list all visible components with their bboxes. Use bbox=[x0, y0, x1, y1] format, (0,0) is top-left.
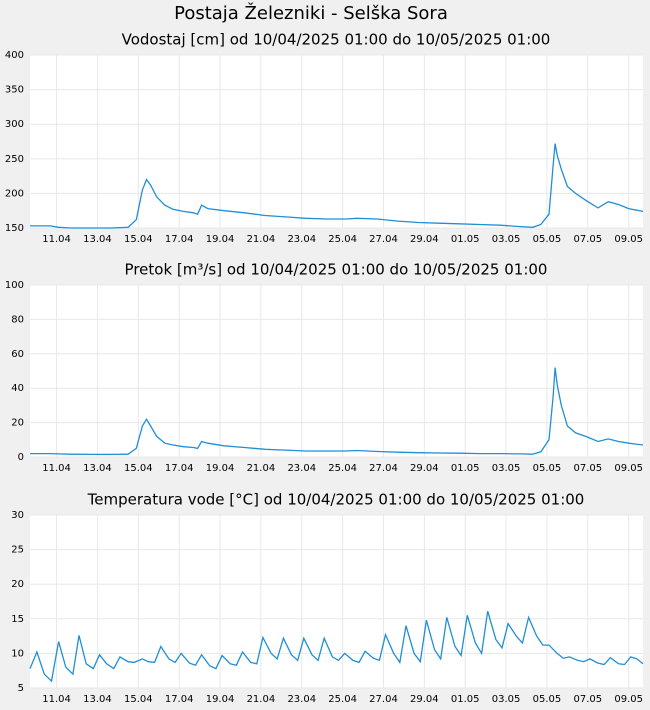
x-tick-label: 09.05 bbox=[614, 463, 643, 474]
x-tick-label: 09.05 bbox=[614, 234, 643, 245]
y-tick-label: 15 bbox=[11, 614, 24, 625]
y-tick-label: 100 bbox=[5, 280, 24, 291]
x-tick-label: 07.05 bbox=[574, 234, 603, 245]
plot-area bbox=[30, 55, 643, 228]
plot-area bbox=[30, 515, 643, 688]
x-tick-label: 09.05 bbox=[614, 694, 643, 705]
y-tick-label: 60 bbox=[11, 349, 24, 360]
y-tick-label: 0 bbox=[18, 452, 24, 463]
x-tick-label: 15.04 bbox=[124, 463, 153, 474]
y-tick-label: 20 bbox=[11, 579, 24, 590]
x-tick-label: 19.04 bbox=[206, 463, 235, 474]
x-tick-label: 01.05 bbox=[451, 694, 480, 705]
y-tick-label: 40 bbox=[11, 383, 24, 394]
x-tick-label: 07.05 bbox=[574, 463, 603, 474]
y-tick-label: 20 bbox=[11, 418, 24, 429]
y-tick-label: 150 bbox=[5, 223, 24, 234]
x-tick-label: 23.04 bbox=[287, 234, 316, 245]
y-tick-label: 30 bbox=[11, 510, 24, 521]
y-tick-label: 5 bbox=[18, 683, 24, 694]
y-tick-label: 80 bbox=[11, 314, 24, 325]
x-tick-label: 29.04 bbox=[410, 463, 439, 474]
x-tick-label: 13.04 bbox=[83, 463, 112, 474]
x-tick-label: 21.04 bbox=[247, 463, 276, 474]
y-tick-label: 10 bbox=[11, 648, 24, 659]
x-tick-label: 27.04 bbox=[369, 463, 398, 474]
x-tick-label: 01.05 bbox=[451, 463, 480, 474]
x-tick-label: 21.04 bbox=[247, 694, 276, 705]
x-tick-label: 05.05 bbox=[533, 234, 562, 245]
y-tick-label: 250 bbox=[5, 154, 24, 165]
x-tick-label: 05.05 bbox=[533, 463, 562, 474]
x-tick-label: 29.04 bbox=[410, 694, 439, 705]
page-title: Postaja Železniki - Selška Sora bbox=[174, 2, 448, 24]
x-tick-label: 13.04 bbox=[83, 234, 112, 245]
x-tick-label: 19.04 bbox=[206, 694, 235, 705]
x-tick-label: 17.04 bbox=[165, 234, 194, 245]
x-tick-label: 11.04 bbox=[42, 463, 71, 474]
y-tick-label: 350 bbox=[5, 85, 24, 96]
chart-title: Vodostaj [cm] od 10/04/2025 01:00 do 10/… bbox=[122, 31, 551, 49]
x-tick-label: 17.04 bbox=[165, 463, 194, 474]
chart-title: Temperatura vode [°C] od 10/04/2025 01:0… bbox=[87, 491, 585, 509]
x-tick-label: 29.04 bbox=[410, 234, 439, 245]
line bbox=[30, 367, 644, 456]
y-tick-label: 200 bbox=[5, 188, 24, 199]
y-tick-label: 300 bbox=[5, 119, 24, 130]
x-tick-label: 21.04 bbox=[247, 234, 276, 245]
x-tick-label: 03.05 bbox=[492, 463, 521, 474]
x-tick-label: 05.05 bbox=[533, 694, 562, 705]
x-tick-label: 23.04 bbox=[287, 463, 316, 474]
x-tick-label: 23.04 bbox=[287, 694, 316, 705]
x-tick-label: 27.04 bbox=[369, 234, 398, 245]
x-tick-label: 03.05 bbox=[492, 694, 521, 705]
x-tick-label: 13.04 bbox=[83, 694, 112, 705]
x-tick-label: 15.04 bbox=[124, 234, 153, 245]
x-tick-label: 25.04 bbox=[328, 694, 357, 705]
x-tick-label: 25.04 bbox=[328, 463, 357, 474]
x-tick-label: 15.04 bbox=[124, 694, 153, 705]
x-tick-label: 11.04 bbox=[42, 694, 71, 705]
x-tick-label: 27.04 bbox=[369, 694, 398, 705]
x-tick-label: 19.04 bbox=[206, 234, 235, 245]
x-tick-label: 25.04 bbox=[328, 234, 357, 245]
x-tick-label: 11.04 bbox=[42, 234, 71, 245]
x-tick-label: 01.05 bbox=[451, 234, 480, 245]
chart-title: Pretok [m³/s] od 10/04/2025 01:00 do 10/… bbox=[125, 261, 548, 279]
y-tick-label: 400 bbox=[5, 50, 24, 61]
line bbox=[29, 611, 644, 683]
x-tick-label: 03.05 bbox=[492, 234, 521, 245]
plot-area bbox=[30, 285, 643, 457]
x-tick-label: 17.04 bbox=[165, 694, 194, 705]
y-tick-label: 25 bbox=[11, 545, 24, 556]
line bbox=[30, 143, 644, 229]
x-tick-label: 07.05 bbox=[574, 694, 603, 705]
